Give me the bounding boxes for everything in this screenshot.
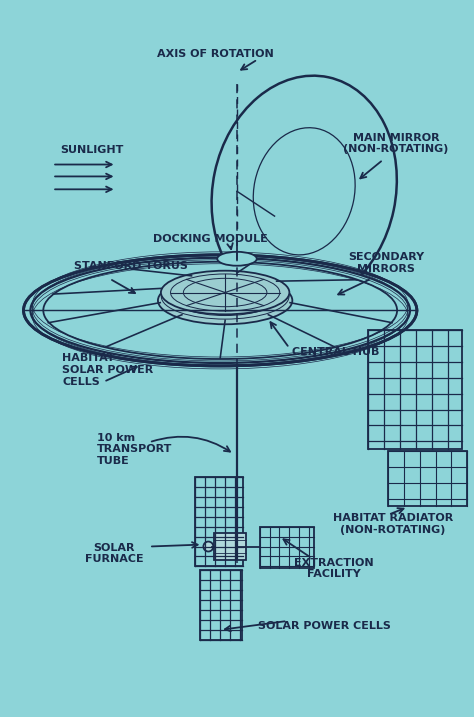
Bar [201, 570, 242, 640]
Text: HABITAT RADIATOR
(NON-ROTATING): HABITAT RADIATOR (NON-ROTATING) [333, 513, 453, 534]
Text: 10 km
TRANSPORT
TUBE: 10 km TRANSPORT TUBE [97, 432, 172, 466]
Ellipse shape [30, 258, 410, 363]
Text: DOCKING MODULE: DOCKING MODULE [153, 234, 268, 244]
Text: HABITAT
SOLAR POWER
CELLS: HABITAT SOLAR POWER CELLS [62, 353, 153, 386]
Text: SUNLIGHT: SUNLIGHT [60, 145, 123, 155]
Ellipse shape [217, 252, 257, 266]
Bar [195, 477, 243, 566]
Ellipse shape [161, 271, 290, 314]
Text: EXTRACTION
FACILITY: EXTRACTION FACILITY [294, 558, 374, 579]
Circle shape [203, 541, 213, 551]
Bar [388, 451, 467, 506]
Ellipse shape [43, 262, 397, 359]
Text: SOLAR
FURNACE: SOLAR FURNACE [85, 543, 144, 564]
Text: AXIS OF ROTATION: AXIS OF ROTATION [157, 49, 273, 60]
Ellipse shape [158, 277, 292, 324]
Text: CENTRAL HUB: CENTRAL HUB [292, 347, 380, 357]
Bar [260, 527, 314, 569]
Text: SOLAR POWER CELLS: SOLAR POWER CELLS [257, 621, 391, 631]
Bar [368, 331, 462, 450]
Text: STANFORD TORUS: STANFORD TORUS [74, 261, 188, 271]
Text: SECONDARY
MIRRORS: SECONDARY MIRRORS [348, 252, 424, 274]
Bar [214, 533, 246, 561]
Text: MAIN MIRROR
(NON-ROTATING): MAIN MIRROR (NON-ROTATING) [344, 133, 449, 154]
